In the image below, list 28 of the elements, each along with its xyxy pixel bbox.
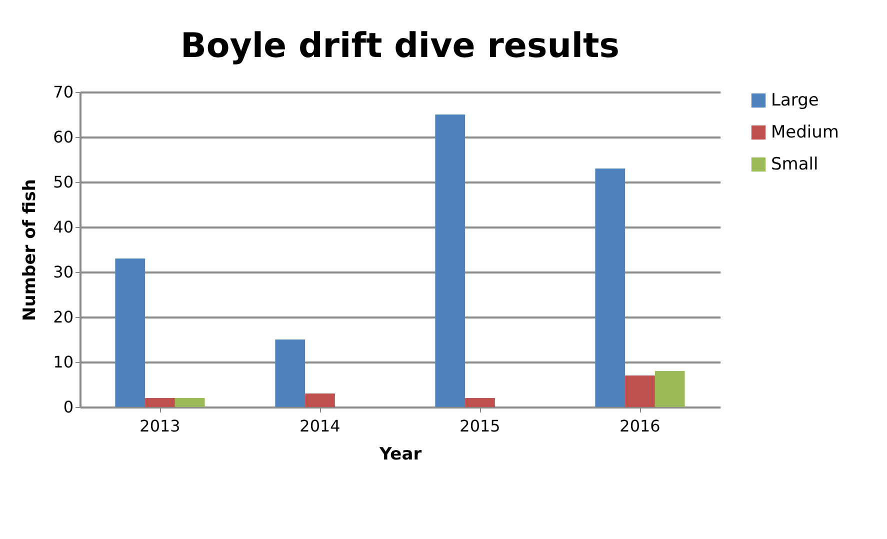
y-tick-label: 0 bbox=[63, 398, 74, 416]
y-tick-label: 40 bbox=[53, 218, 74, 236]
bar bbox=[275, 340, 306, 407]
bar bbox=[625, 376, 655, 407]
legend-label: Large bbox=[771, 90, 819, 110]
bar bbox=[465, 398, 495, 407]
bar bbox=[174, 398, 205, 407]
legend-label: Small bbox=[771, 154, 818, 174]
y-tick-label: 30 bbox=[53, 262, 74, 282]
y-tick-label: 60 bbox=[53, 128, 74, 146]
x-tick-label: 2016 bbox=[620, 416, 660, 436]
bar bbox=[654, 371, 685, 407]
legend-label: Medium bbox=[771, 122, 839, 142]
bar bbox=[145, 398, 175, 407]
y-tick-label: 20 bbox=[53, 308, 74, 326]
x-axis-title: Year bbox=[378, 444, 422, 464]
bar bbox=[305, 394, 335, 407]
bar bbox=[115, 258, 146, 407]
chart-title: Boyle drift dive results bbox=[180, 26, 620, 66]
bar bbox=[595, 168, 626, 407]
bar bbox=[435, 114, 466, 407]
x-tick-label: 2014 bbox=[300, 416, 340, 436]
y-tick-label: 50 bbox=[53, 172, 74, 192]
y-tick-label: 70 bbox=[53, 82, 74, 102]
y-tick-label: 10 bbox=[53, 352, 74, 372]
x-tick-label: 2013 bbox=[140, 416, 180, 436]
y-axis-title: Number of fish bbox=[20, 179, 40, 321]
x-tick-label: 2015 bbox=[460, 416, 500, 436]
